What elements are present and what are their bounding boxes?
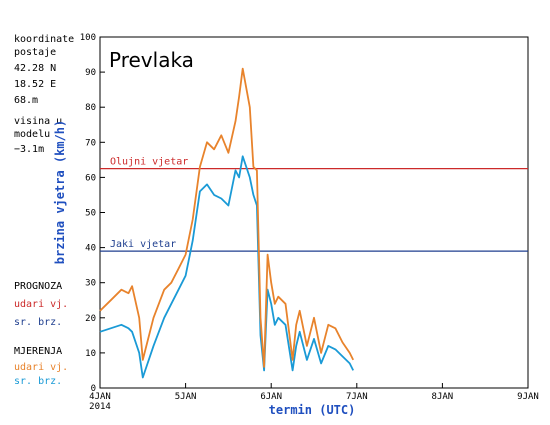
legend-forecast-gust: udari vj. (14, 299, 69, 310)
x-axis: 4JAN 2014 5JAN 6JAN 7JAN 8JAN 9JAN (89, 383, 539, 412)
x-axis-title: termin (UTC) (269, 403, 356, 417)
y-tick-label: 70 (85, 138, 96, 148)
station-coords-title-2: postaje (14, 47, 57, 58)
model-height-title-2: modelu (14, 129, 51, 140)
y-tick-label: 60 (85, 173, 96, 183)
threshold-label: Olujni vjetar (110, 157, 188, 168)
legend-forecast-mean: sr. brz. (14, 317, 63, 328)
y-tick-label: 0 (91, 384, 96, 394)
legend-measure-mean: sr. brz. (14, 376, 63, 387)
threshold-lines: Olujni vjetar Jaki vjetar (100, 157, 528, 252)
x-tick-label: 5JAN (175, 392, 197, 402)
legend-forecast-title: PROGNOZA (14, 281, 63, 292)
station-lat: 42.28 N (14, 63, 57, 74)
x-tick-label: 8JAN (432, 392, 454, 402)
x-tick-label: 6JAN (260, 392, 282, 402)
y-tick-label: 100 (80, 33, 96, 43)
station-coords-title: koordinate (14, 34, 75, 45)
y-axis: 0 10 20 30 40 50 60 70 80 90 100 (80, 33, 105, 394)
x-tick-label: 4JAN 2014 (89, 392, 111, 412)
y-tick-label: 30 (85, 279, 96, 289)
y-tick-label: 20 (85, 314, 96, 324)
chart-title: Prevlaka (109, 48, 194, 72)
legend-measure-title: MJERENJA (14, 346, 63, 357)
station-lon: 18.52 E (14, 79, 57, 90)
model-height-value: −3.1m (14, 144, 45, 155)
plot-frame (99, 36, 529, 389)
x-tick-label: 7JAN (346, 392, 368, 402)
y-tick-label: 40 (85, 244, 96, 254)
y-tick-label: 80 (85, 103, 96, 113)
model-height-title: visina u (14, 116, 63, 127)
series-lines (99, 67, 355, 379)
mean-series-line (99, 155, 355, 379)
y-tick-label: 90 (85, 68, 96, 78)
y-axis-title: brzina vjetra (km/h) (53, 120, 67, 265)
gust-series-line (99, 67, 355, 368)
station-elevation: 68.m (14, 95, 39, 106)
legend-measure-gust: udari vj. (14, 362, 69, 373)
x-tick-label: 9JAN (517, 392, 539, 402)
threshold-label: Jaki vjetar (110, 239, 176, 250)
y-tick-label: 10 (85, 349, 96, 359)
y-tick-label: 50 (85, 209, 96, 219)
